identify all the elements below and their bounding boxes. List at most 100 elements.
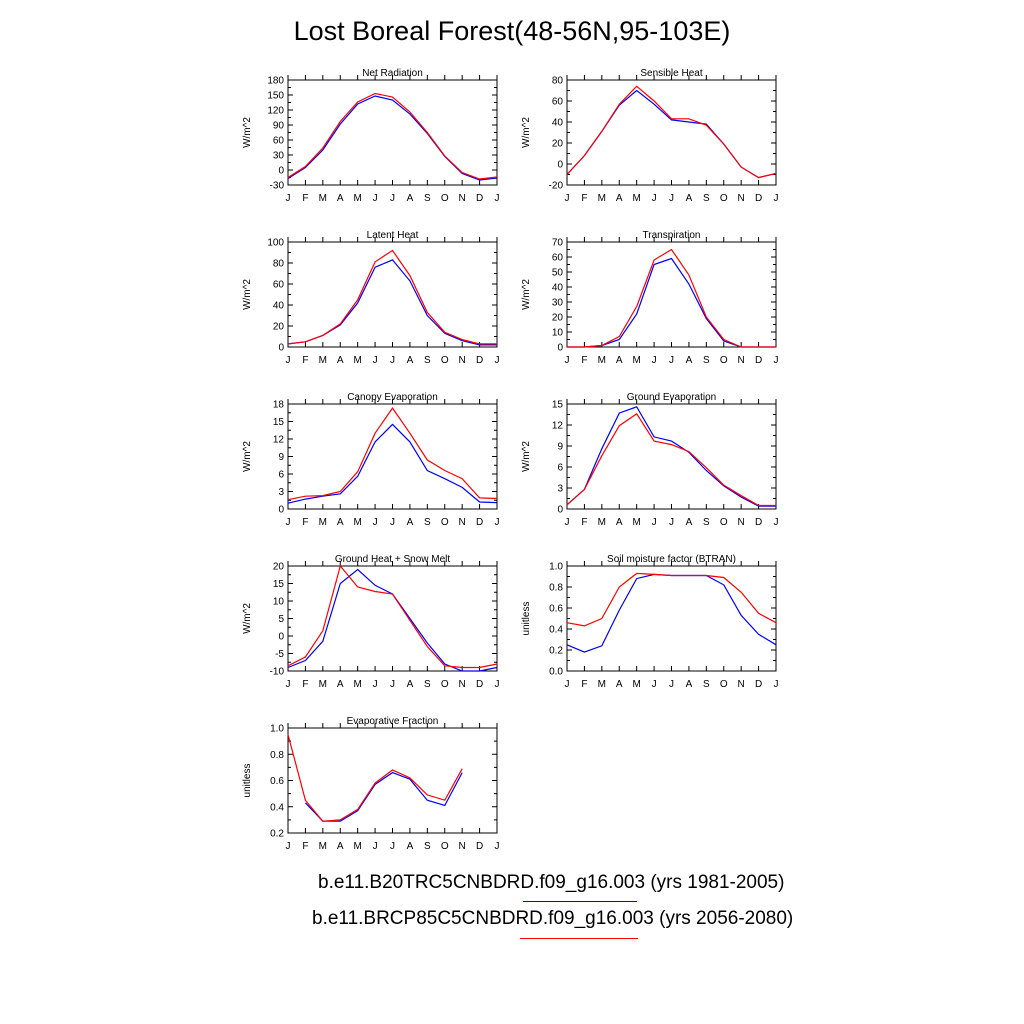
y-tick-label: 0.2 [270, 829, 284, 840]
figure-title: Lost Boreal Forest(48-56N,95-103E) [293, 16, 731, 46]
y-tick-label: 60 [552, 97, 564, 108]
x-tick-label: F [581, 679, 587, 690]
x-tick-label: J [286, 517, 291, 528]
x-tick-label: S [424, 517, 431, 528]
x-tick-label: A [407, 517, 414, 528]
y-tick-label: 30 [552, 298, 564, 309]
y-tick-label: -5 [275, 649, 284, 660]
chart-panel: Evaporative Fraction unitless 0.2 0.4 0.6 0.8… [242, 716, 500, 852]
x-tick-label: A [407, 679, 414, 690]
x-tick-label: J [286, 193, 291, 204]
y-tick-label: 15 [552, 400, 564, 411]
x-tick-label: N [459, 193, 466, 204]
series-line-historical [287, 95, 498, 181]
x-tick-label: A [337, 679, 344, 690]
series-line-historical [304, 771, 463, 822]
y-tick-label: 120 [267, 106, 284, 117]
y-tick-label: 0 [278, 343, 284, 354]
x-tick-label: M [632, 193, 640, 204]
x-tick-label: J [565, 517, 570, 528]
x-tick-label: D [476, 841, 483, 852]
y-tick-label: 0.4 [270, 802, 284, 813]
x-tick-label: M [353, 517, 361, 528]
series-line-historical [567, 257, 776, 348]
x-tick-label: F [302, 193, 308, 204]
y-tick-label: 180 [267, 76, 284, 87]
x-tick-label: J [495, 679, 500, 690]
chart-panel: Ground Heat + Snow Melt W/m^2 -10 -5 0 5 10 15 2… [242, 554, 500, 690]
x-tick-label: O [720, 355, 728, 366]
panel-title: Transpiration [643, 230, 701, 241]
x-tick-label: A [686, 193, 693, 204]
plot-frame [566, 241, 777, 348]
y-tick-label: 80 [273, 259, 285, 270]
x-tick-label: D [476, 517, 483, 528]
x-tick-label: F [302, 841, 308, 852]
y-tick-label: 60 [552, 253, 564, 264]
x-tick-label: M [598, 355, 606, 366]
y-tick-label: 100 [267, 238, 284, 249]
x-tick-label: M [319, 841, 327, 852]
y-tick-label: 0.8 [270, 750, 284, 761]
x-tick-label: N [459, 679, 466, 690]
x-tick-label: O [441, 517, 449, 528]
y-tick-label: 9 [278, 452, 284, 463]
series-line-future [566, 85, 777, 179]
x-tick-label: A [616, 355, 623, 366]
y-tick-label: 1.0 [270, 724, 284, 735]
panel-title: Latent Heat [367, 230, 419, 241]
y-tick-label: 150 [267, 91, 284, 102]
x-tick-label: O [720, 193, 728, 204]
y-axis-label: W/m^2 [242, 279, 253, 310]
x-tick-label: J [286, 841, 291, 852]
x-tick-label: D [476, 193, 483, 204]
y-tick-label: 9 [557, 442, 563, 453]
x-tick-label: M [598, 679, 606, 690]
x-tick-label: M [598, 193, 606, 204]
y-tick-label: 0 [278, 505, 284, 516]
x-tick-label: N [459, 355, 466, 366]
x-tick-label: A [616, 517, 623, 528]
x-tick-label: D [476, 679, 483, 690]
x-tick-label: A [686, 679, 693, 690]
plot-frame [287, 79, 498, 186]
y-tick-label: 12 [273, 435, 285, 446]
x-tick-label: S [424, 679, 431, 690]
y-tick-label: 10 [552, 328, 564, 339]
x-tick-label: J [373, 193, 378, 204]
x-tick-label: O [720, 517, 728, 528]
y-tick-label: 80 [552, 76, 564, 87]
x-tick-label: J [373, 679, 378, 690]
series-line-historical [566, 89, 777, 179]
y-tick-label: 0 [557, 505, 563, 516]
x-tick-label: M [598, 517, 606, 528]
series-line-future [566, 572, 777, 627]
x-tick-label: A [337, 841, 344, 852]
y-tick-label: 20 [273, 322, 285, 333]
x-tick-label: S [703, 517, 710, 528]
x-tick-label: J [774, 193, 779, 204]
x-tick-label: M [632, 517, 640, 528]
y-tick-label: -10 [270, 667, 285, 678]
x-tick-label: N [738, 679, 745, 690]
y-tick-label: 15 [273, 417, 285, 428]
y-tick-label: 0 [557, 343, 563, 354]
y-axis-label: W/m^2 [242, 441, 253, 472]
x-tick-label: M [319, 679, 327, 690]
x-tick-label: J [669, 517, 674, 528]
x-tick-label: J [652, 193, 657, 204]
x-tick-label: J [373, 355, 378, 366]
x-tick-label: S [424, 193, 431, 204]
legend-label-future: b.e11.BRCP85C5CNBDRD.f09_g16.003 (yrs 20… [312, 908, 794, 929]
x-tick-label: D [755, 355, 762, 366]
y-axis-label: unitless [521, 602, 532, 636]
x-tick-label: J [565, 679, 570, 690]
x-tick-label: D [755, 193, 762, 204]
x-tick-label: J [495, 517, 500, 528]
y-tick-label: 50 [552, 268, 564, 279]
x-tick-label: F [581, 193, 587, 204]
y-tick-label: 6 [557, 463, 563, 474]
x-tick-label: J [495, 355, 500, 366]
